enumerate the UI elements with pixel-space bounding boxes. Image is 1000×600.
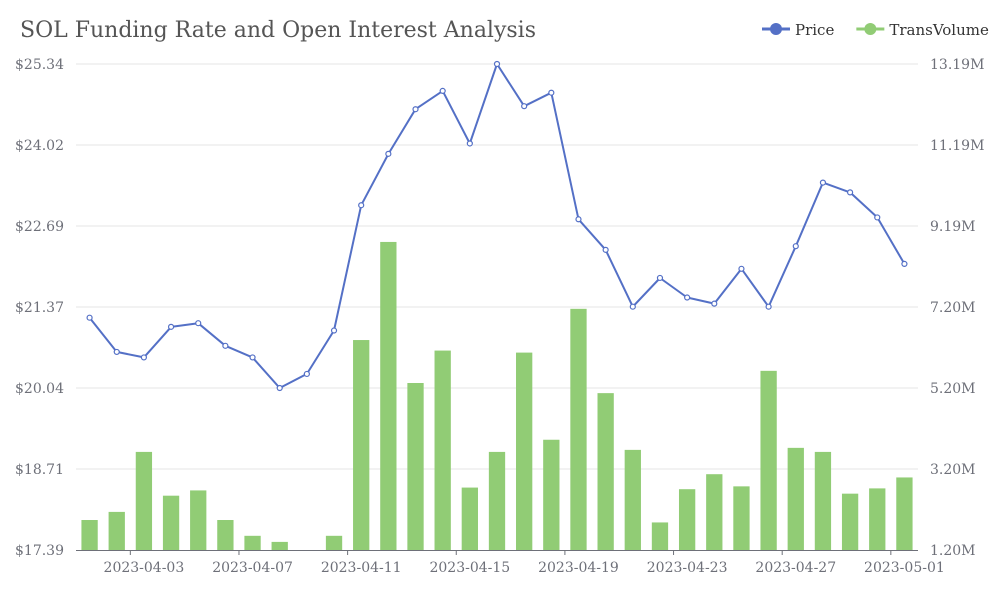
y-right-tick-label: 1.20M <box>930 543 976 559</box>
point-price <box>656 274 664 282</box>
point-price <box>765 303 772 310</box>
x-tick-label: 2023-05-01 <box>864 560 945 576</box>
bar-transvolume <box>733 486 750 550</box>
point-price <box>792 243 799 250</box>
legend[interactable]: Price TransVolume <box>762 21 989 39</box>
bar-transvolume <box>787 447 804 550</box>
point-price <box>303 370 310 378</box>
bar-transvolume <box>108 511 125 550</box>
bar-transvolume <box>190 490 207 550</box>
bar-transvolume <box>869 488 886 550</box>
point-price <box>521 103 528 110</box>
point-price <box>249 354 256 361</box>
bar-series <box>81 241 913 550</box>
line-series <box>86 60 908 392</box>
point-price <box>901 260 908 268</box>
bar-transvolume <box>706 474 723 550</box>
grid-layer <box>76 63 918 470</box>
y-right-tick-label: 11.19M <box>930 138 984 154</box>
point-price <box>412 106 419 113</box>
bar-transvolume <box>488 451 506 550</box>
legend-item-price[interactable]: Price <box>762 21 834 39</box>
y-left-tick-label: $18.71 <box>15 462 64 478</box>
bar-transvolume <box>760 370 777 550</box>
point-price <box>493 60 501 68</box>
point-price <box>602 246 609 253</box>
bar-transvolume <box>162 495 180 550</box>
point-price <box>439 87 446 94</box>
x-tick-label: 2023-04-23 <box>647 560 728 576</box>
legend-item-transvolume[interactable]: TransVolume <box>856 21 989 39</box>
point-price <box>466 140 473 147</box>
y-left-tick-label: $17.39 <box>15 543 64 559</box>
legend-label: TransVolume <box>889 21 989 39</box>
y-right-tick-label: 5.20M <box>930 381 976 397</box>
x-tick-label: 2023-04-19 <box>538 560 619 576</box>
point-price <box>276 384 283 392</box>
point-price <box>113 348 120 356</box>
point-price <box>575 216 582 223</box>
y-left-tick-label: $20.04 <box>15 381 64 397</box>
bar-transvolume <box>543 439 560 550</box>
bar-transvolume <box>380 241 397 550</box>
bar-transvolume <box>841 493 859 550</box>
bar-transvolume <box>678 489 696 550</box>
point-price <box>330 327 338 334</box>
point-price <box>385 150 392 157</box>
point-price <box>684 294 691 301</box>
bar-transvolume <box>81 520 98 550</box>
bar-transvolume <box>651 522 669 550</box>
legend-label: Price <box>795 21 834 39</box>
y-right-tick-label: 7.20M <box>930 300 976 316</box>
y-right-tick-label: 9.19M <box>930 219 976 235</box>
legend-circle-icon <box>770 23 782 35</box>
y-right-tick-label: 13.19M <box>930 57 984 73</box>
bar-transvolume <box>244 535 261 550</box>
bar-transvolume <box>434 350 451 550</box>
bar-transvolume <box>516 352 533 550</box>
x-tick-label: 2023-04-27 <box>755 560 836 576</box>
y-left-tick-label: $21.37 <box>15 300 64 316</box>
point-price <box>86 314 93 321</box>
bar-transvolume <box>325 535 343 550</box>
bar-transvolume <box>271 541 288 550</box>
point-price <box>629 303 636 310</box>
x-tick-label: 2023-04-03 <box>104 560 185 576</box>
point-price <box>819 179 827 186</box>
point-price <box>738 265 745 272</box>
point-price <box>195 320 202 327</box>
point-price <box>222 342 229 349</box>
y-left-tick-label: $24.02 <box>15 138 64 154</box>
point-price <box>140 354 148 361</box>
x-tick-label: 2023-04-07 <box>212 560 293 576</box>
point-price <box>711 300 718 307</box>
point-price <box>358 202 365 209</box>
bar-transvolume <box>570 308 587 550</box>
x-tick-label: 2023-04-11 <box>321 560 402 576</box>
bar-transvolume <box>624 449 641 550</box>
bar-transvolume <box>461 487 478 550</box>
bar-transvolume <box>353 340 370 550</box>
bar-transvolume <box>217 520 234 550</box>
point-price <box>846 189 854 196</box>
y-left-tick-label: $25.34 <box>15 57 64 73</box>
y-left-tick-label: $22.69 <box>15 219 64 235</box>
bar-transvolume <box>407 383 424 550</box>
point-price <box>874 214 881 221</box>
bar-transvolume <box>597 393 614 550</box>
bar-transvolume <box>814 451 832 550</box>
chart-title: SOL Funding Rate and Open Interest Analy… <box>20 18 537 43</box>
bar-transvolume <box>896 477 913 550</box>
y-right-tick-label: 3.20M <box>930 462 976 478</box>
point-price <box>548 89 555 96</box>
axis-layer: $17.39 1.20M $18.71 3.20M $20.04 5.20M $21.37 7… <box>15 57 984 576</box>
point-price <box>167 323 175 330</box>
x-tick-label: 2023-04-15 <box>429 560 510 576</box>
bar-transvolume <box>135 451 153 550</box>
legend-circle-icon <box>864 23 877 35</box>
